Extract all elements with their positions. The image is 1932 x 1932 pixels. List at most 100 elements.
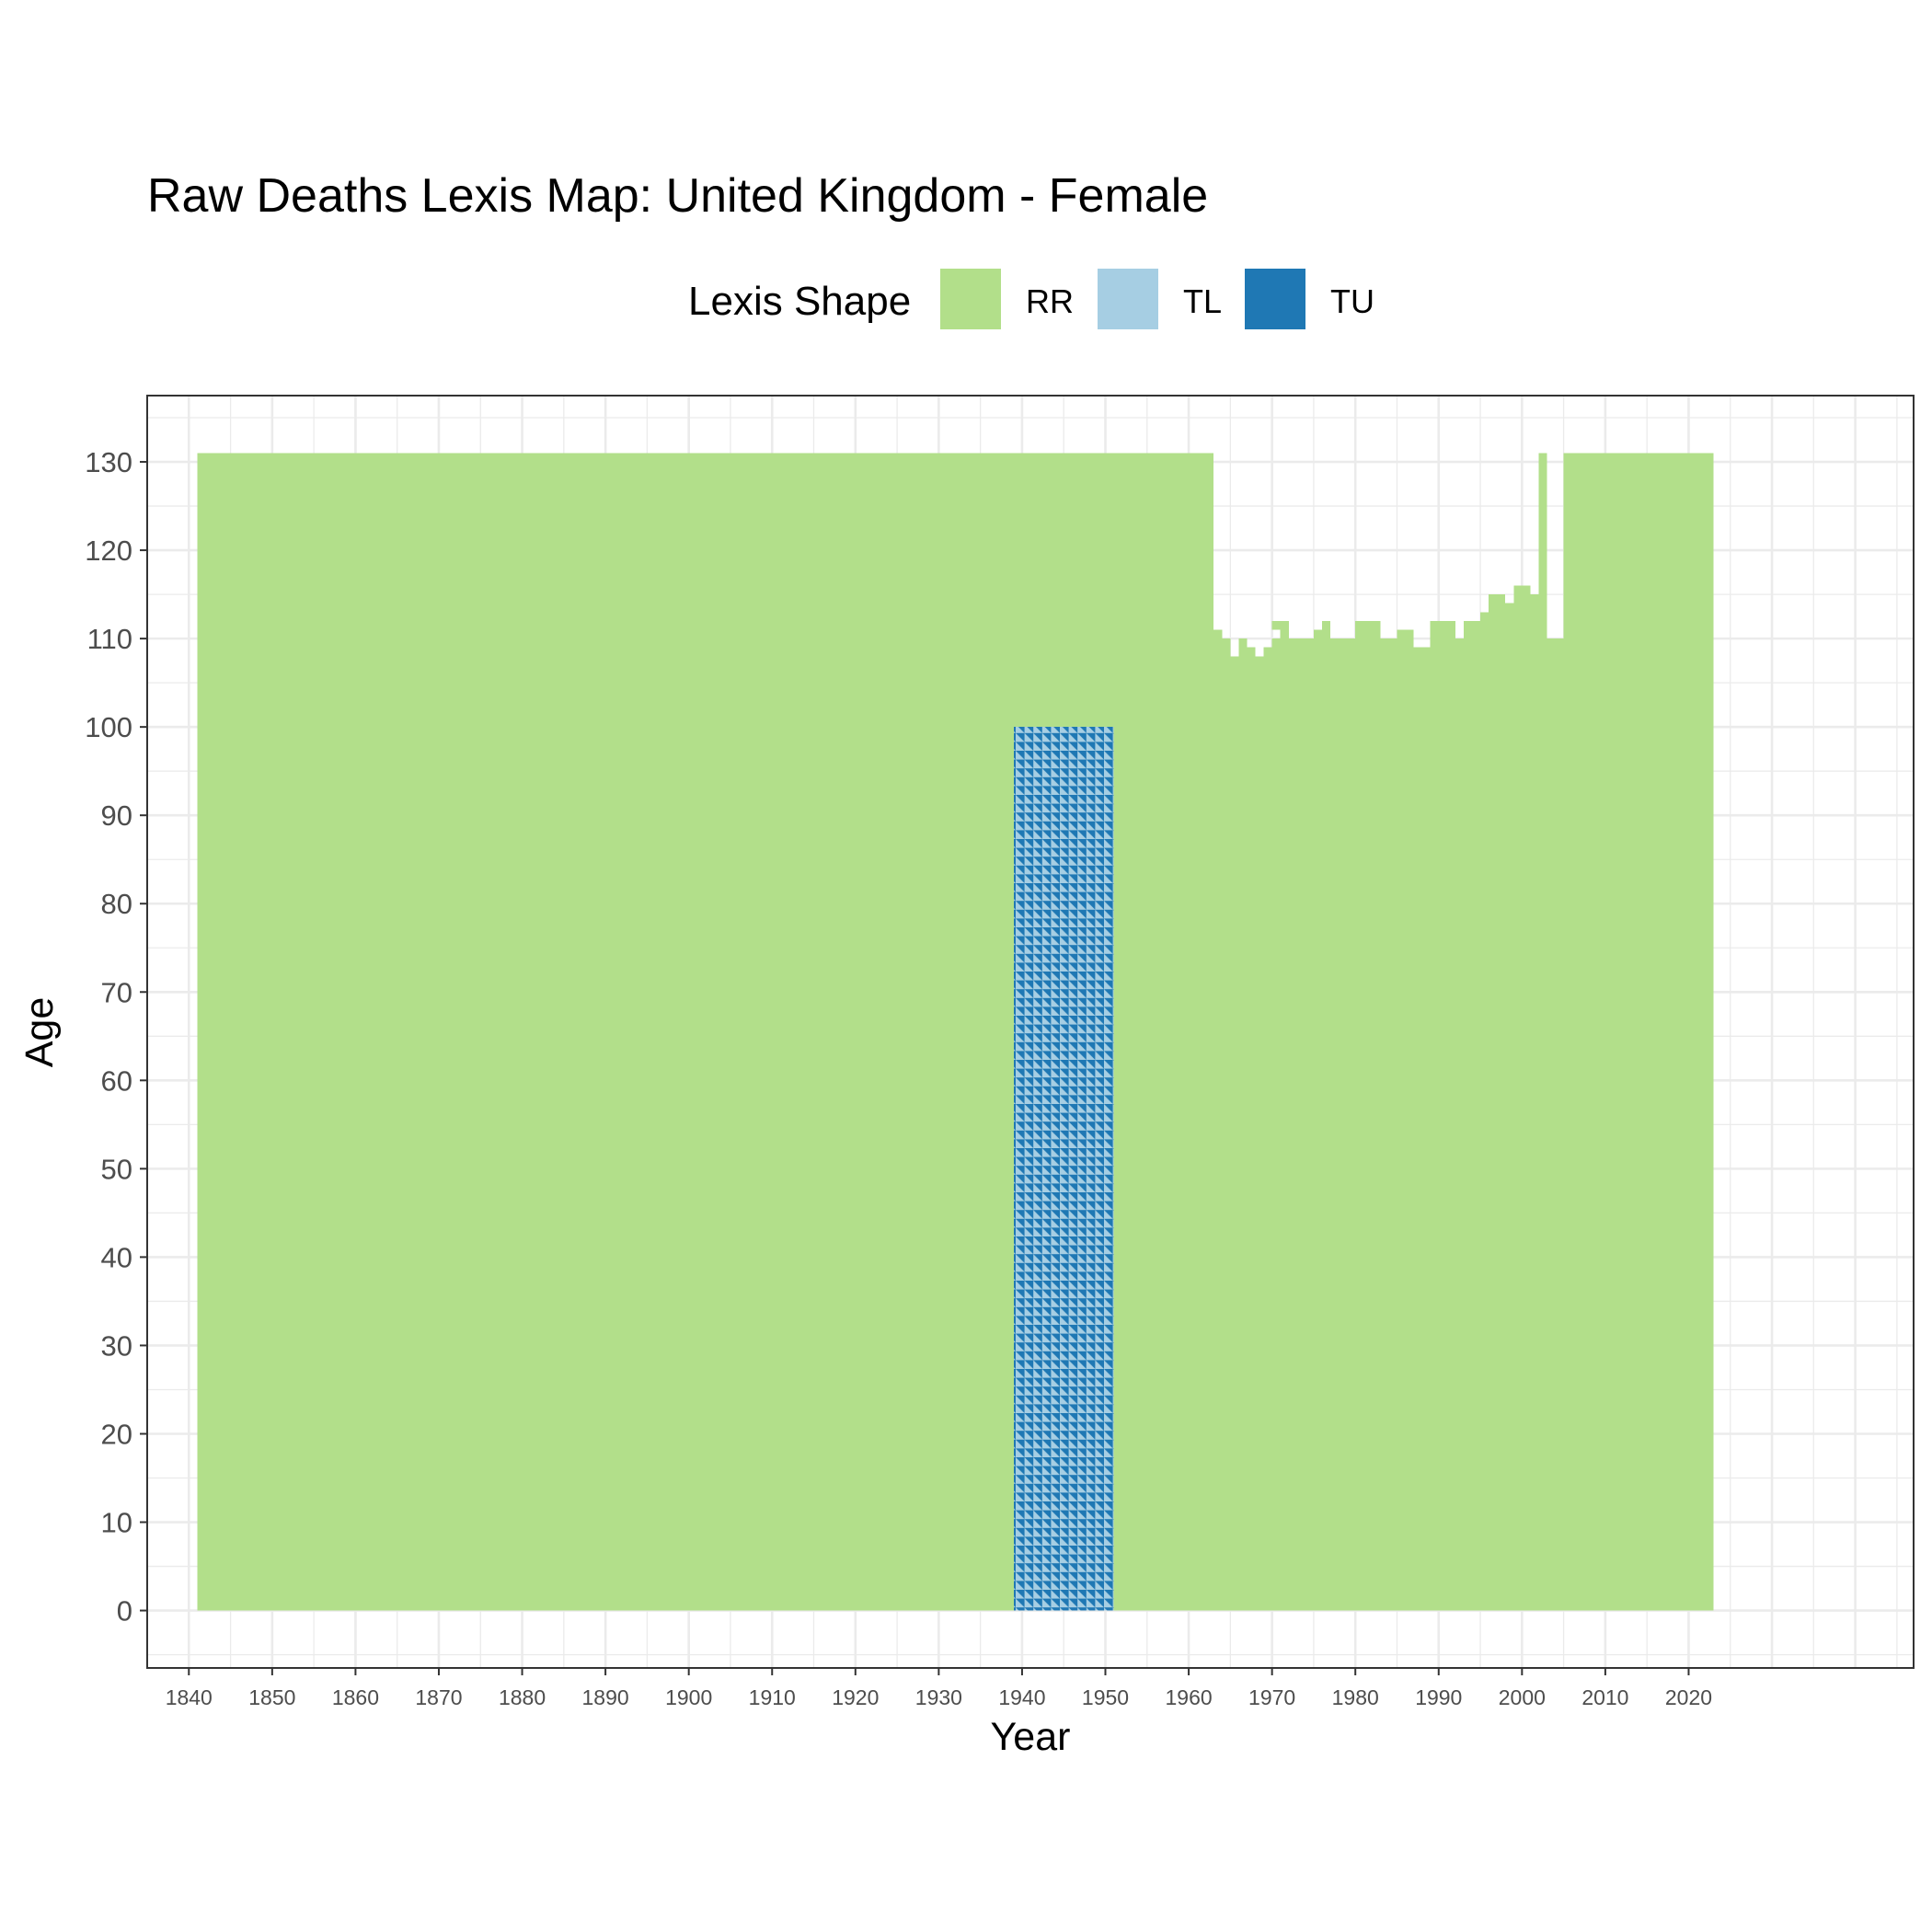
cell-column-rr: [1330, 638, 1340, 1611]
x-tick-label: 1890: [582, 1685, 629, 1709]
x-tick-label: 1960: [1165, 1685, 1212, 1709]
cell-column-rr: [1430, 620, 1439, 1611]
x-tick-label: 1880: [499, 1685, 546, 1709]
x-tick-label: 1940: [998, 1685, 1045, 1709]
y-tick-label: 20: [101, 1418, 132, 1450]
cell-column-rr: [1421, 647, 1431, 1611]
x-tick-label: 1870: [415, 1685, 462, 1709]
x-tick-label: 1900: [665, 1685, 712, 1709]
x-tick-label: 1950: [1082, 1685, 1129, 1709]
cell-column-rr: [1347, 638, 1356, 1611]
legend-key-tu: [1245, 269, 1305, 329]
cell-column-rr: [1305, 638, 1314, 1611]
cell-rr: [1497, 594, 1506, 604]
x-tick-label: 1920: [832, 1685, 879, 1709]
cell-block-rr: [1013, 453, 1114, 728]
x-tick-label: 1840: [166, 1685, 213, 1709]
y-tick-label: 30: [101, 1329, 132, 1362]
x-axis-title: Year: [991, 1715, 1071, 1759]
cell-column-rr: [1280, 620, 1289, 1611]
cell-column-rr: [1413, 647, 1422, 1611]
legend-title: Lexis Shape: [688, 279, 911, 324]
chart-title: Raw Deaths Lexis Map: United Kingdom - F…: [147, 169, 1208, 223]
y-tick-label: 40: [101, 1241, 132, 1273]
cell-block-rr: [1113, 453, 1214, 1611]
cell-rr: [1513, 585, 1523, 595]
x-tick-label: 1930: [915, 1685, 962, 1709]
cell-column-rr: [1438, 620, 1447, 1611]
x-tick-label: 1910: [749, 1685, 796, 1709]
y-axis: 0 10 20 30 40 50 60 70 80 90 100 110 120 130: [85, 446, 147, 1627]
cell-column-rr: [1522, 585, 1531, 1611]
cell-column-rr: [1263, 647, 1272, 1611]
y-tick-label: 120: [85, 535, 132, 567]
cell-rr: [1522, 585, 1531, 595]
cell-block-rr: [197, 453, 1014, 1611]
cell-column-rr: [1355, 620, 1364, 1611]
cell-column-rr: [1271, 638, 1281, 1611]
cell-column-rr: [1463, 620, 1472, 1611]
cell-column-rr: [1339, 638, 1348, 1611]
cell-column-rr: [1388, 638, 1397, 1611]
cell-rr: [1321, 620, 1331, 630]
cell-column-rr: [1380, 638, 1389, 1611]
cell-column-rr: [1247, 647, 1256, 1611]
cell-column-rr: [1405, 629, 1414, 1611]
cell-column-rr: [1213, 629, 1223, 1611]
cell-block-tl-tu: [1013, 727, 1114, 1611]
x-tick-label: 1970: [1248, 1685, 1295, 1709]
y-tick-label: 10: [101, 1507, 132, 1539]
y-tick-label: 130: [85, 446, 132, 478]
y-axis-title: Age: [17, 997, 62, 1068]
panel-border: [146, 395, 1915, 1669]
legend-label-tu: TU: [1330, 282, 1374, 320]
cell-rr: [1430, 620, 1439, 630]
y-tick-label: 0: [117, 1595, 132, 1627]
x-tick-label: 1850: [248, 1685, 295, 1709]
cell-column-rr: [1530, 594, 1539, 1611]
cell-column-rr: [1513, 585, 1523, 1611]
cell-block-rr: [1563, 453, 1714, 1611]
y-tick-label: 60: [101, 1064, 132, 1097]
y-tick-label: 110: [87, 623, 132, 655]
cell-column-rr: [1296, 638, 1305, 1611]
y-tick-label: 100: [85, 711, 132, 743]
cell-column-rr: [1472, 620, 1481, 1611]
legend-key-rr: [940, 269, 1001, 329]
cell-column-rr: [1547, 638, 1556, 1611]
cell-column-rr: [1372, 620, 1381, 1611]
cell-column-rr: [1363, 620, 1373, 1611]
x-axis: 1840 1850 1860 1870 1880 1890 1900 1910 1920 1930…: [166, 1668, 1712, 1709]
legend-label-tl: TL: [1183, 282, 1222, 320]
legend: Lexis Shape RR TL TU: [688, 269, 1374, 329]
y-tick-label: 90: [101, 799, 132, 832]
cell-column-rr: [1446, 620, 1455, 1611]
x-tick-label: 2010: [1581, 1685, 1628, 1709]
lexis-cells: [197, 453, 1714, 1611]
cell-column-rr: [1538, 453, 1547, 1611]
cell-column-rr: [1489, 594, 1498, 1611]
cell-column-rr: [1255, 656, 1264, 1611]
cell-column-rr: [1555, 638, 1564, 1611]
cell-column-rr: [1505, 603, 1514, 1611]
cell-column-rr: [1321, 620, 1331, 1611]
cell-column-rr: [1497, 594, 1506, 1611]
cell-column-rr: [1397, 629, 1406, 1611]
x-tick-label: 2020: [1665, 1685, 1712, 1709]
x-tick-label: 1980: [1332, 1685, 1379, 1709]
x-tick-label: 2000: [1499, 1685, 1546, 1709]
cell-column-rr: [1288, 638, 1297, 1611]
cell-column-rr: [1313, 629, 1322, 1611]
x-tick-label: 1860: [332, 1685, 379, 1709]
y-tick-label: 50: [101, 1153, 132, 1185]
legend-key-tl: [1098, 269, 1158, 329]
cell-column-rr: [1455, 638, 1464, 1611]
legend-label-rr: RR: [1026, 282, 1074, 320]
x-tick-label: 1990: [1415, 1685, 1462, 1709]
cell-column-rr: [1222, 638, 1231, 1611]
cell-rr: [1271, 620, 1281, 630]
y-tick-label: 80: [101, 888, 132, 920]
cell-column-rr: [1238, 638, 1248, 1611]
cell-column-rr: [1480, 612, 1489, 1611]
